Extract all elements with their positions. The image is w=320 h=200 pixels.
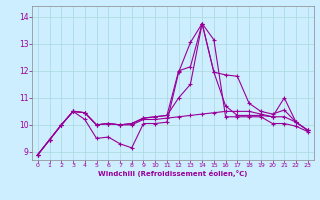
X-axis label: Windchill (Refroidissement éolien,°C): Windchill (Refroidissement éolien,°C) xyxy=(98,170,247,177)
